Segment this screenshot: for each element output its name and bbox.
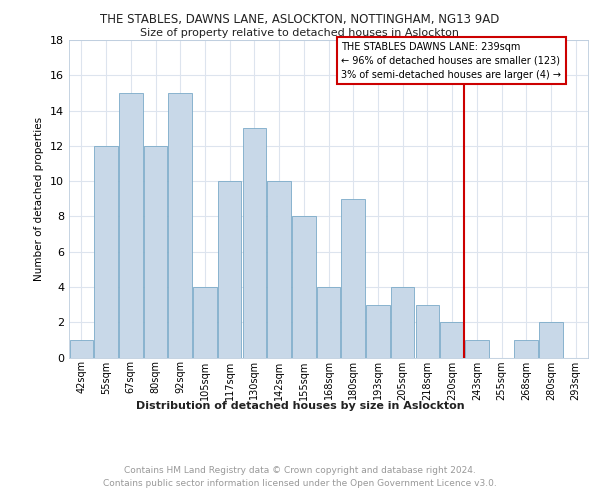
Text: THE STABLES DAWNS LANE: 239sqm
← 96% of detached houses are smaller (123)
3% of : THE STABLES DAWNS LANE: 239sqm ← 96% of … (341, 42, 562, 80)
Bar (268, 181, 291, 358)
Bar (514, 340, 538, 357)
Bar (193, 287, 217, 358)
Text: Contains HM Land Registry data © Crown copyright and database right 2024.
Contai: Contains HM Land Registry data © Crown c… (103, 466, 497, 487)
Text: Distribution of detached houses by size in Aslockton: Distribution of detached houses by size … (136, 401, 464, 411)
Bar (465, 340, 488, 357)
Y-axis label: Number of detached properties: Number of detached properties (34, 116, 44, 281)
Bar (144, 146, 167, 358)
Bar (440, 322, 464, 358)
Bar (292, 216, 316, 358)
Bar (70, 340, 93, 357)
Text: Size of property relative to detached houses in Aslockton: Size of property relative to detached ho… (140, 28, 460, 38)
Bar (94, 146, 118, 358)
Bar (242, 128, 266, 358)
Bar (366, 304, 389, 358)
Bar (391, 287, 415, 358)
Bar (539, 322, 563, 358)
Bar (317, 287, 340, 358)
Bar (341, 198, 365, 358)
Text: THE STABLES, DAWNS LANE, ASLOCKTON, NOTTINGHAM, NG13 9AD: THE STABLES, DAWNS LANE, ASLOCKTON, NOTT… (100, 12, 500, 26)
Bar (218, 181, 241, 358)
Bar (416, 304, 439, 358)
Bar (119, 93, 143, 357)
Bar (169, 93, 192, 357)
